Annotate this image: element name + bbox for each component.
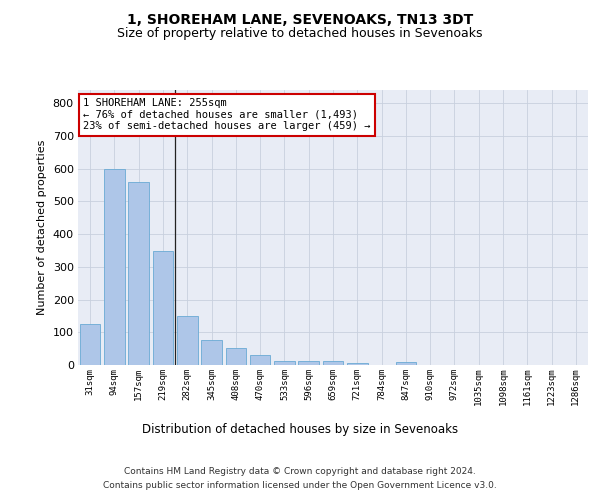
Bar <box>226 348 246 365</box>
Text: Contains HM Land Registry data © Crown copyright and database right 2024.: Contains HM Land Registry data © Crown c… <box>124 468 476 476</box>
Bar <box>177 316 197 365</box>
Text: Size of property relative to detached houses in Sevenoaks: Size of property relative to detached ho… <box>117 28 483 40</box>
Bar <box>347 363 368 365</box>
Bar <box>128 182 149 365</box>
Y-axis label: Number of detached properties: Number of detached properties <box>37 140 47 315</box>
Bar <box>80 324 100 365</box>
Text: Distribution of detached houses by size in Sevenoaks: Distribution of detached houses by size … <box>142 422 458 436</box>
Bar <box>323 361 343 365</box>
Bar <box>152 251 173 365</box>
Text: 1, SHOREHAM LANE, SEVENOAKS, TN13 3DT: 1, SHOREHAM LANE, SEVENOAKS, TN13 3DT <box>127 12 473 26</box>
Bar <box>104 168 125 365</box>
Bar <box>298 361 319 365</box>
Bar <box>274 360 295 365</box>
Text: Contains public sector information licensed under the Open Government Licence v3: Contains public sector information licen… <box>103 481 497 490</box>
Text: 1 SHOREHAM LANE: 255sqm
← 76% of detached houses are smaller (1,493)
23% of semi: 1 SHOREHAM LANE: 255sqm ← 76% of detache… <box>83 98 371 132</box>
Bar <box>395 362 416 365</box>
Bar <box>250 355 271 365</box>
Bar <box>201 340 222 365</box>
